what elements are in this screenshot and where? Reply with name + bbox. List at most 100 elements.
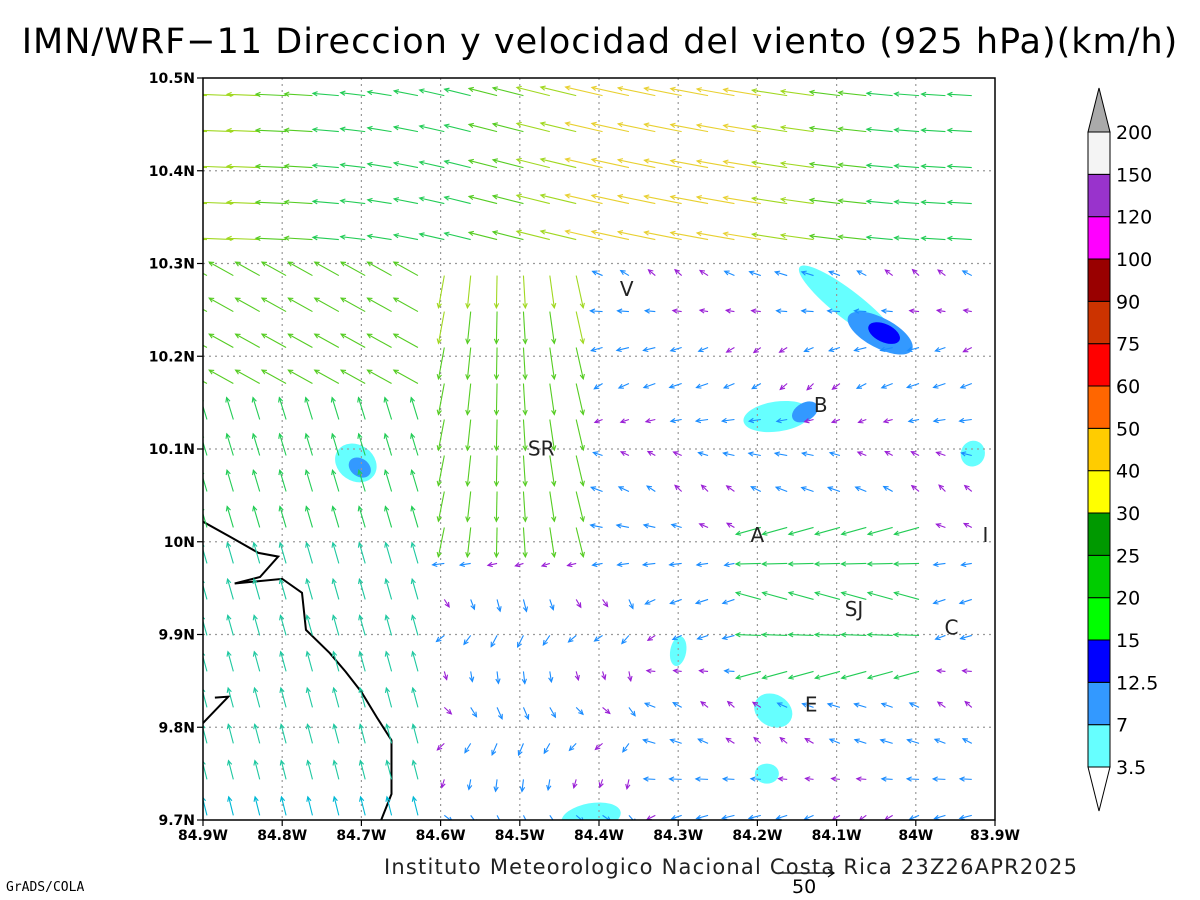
wind-arrow [465, 311, 472, 345]
wind-arrow [514, 562, 524, 568]
wind-arrow [208, 369, 234, 384]
wind-arrow [564, 121, 603, 133]
wind-arrow [486, 561, 498, 568]
wind-arrow [779, 383, 788, 391]
wind-arrow [392, 333, 419, 349]
wind-arrow [892, 632, 920, 638]
wind-arrow [747, 814, 761, 820]
wind-arrow [837, 126, 867, 133]
wind-arrow [358, 614, 366, 636]
wind-arrow [591, 561, 603, 568]
wind-arrow [804, 776, 814, 782]
wind-arrow [549, 455, 557, 487]
wind-arrow [260, 261, 287, 277]
wind-arrow [615, 346, 630, 353]
place-labels: V B SR A I SJ C E [528, 277, 989, 717]
wind-arrow [465, 347, 472, 381]
wind-arrow [669, 417, 682, 424]
wind-arrow [254, 91, 287, 98]
wind-arrow [279, 759, 287, 780]
speed-contour [791, 401, 818, 423]
wind-arrow [392, 161, 419, 169]
wind-arrow [226, 686, 234, 708]
place-label-v: V [620, 277, 634, 301]
wind-arrow [384, 577, 393, 600]
wind-arrow [418, 160, 445, 169]
wind-arrow [642, 738, 656, 744]
wind-arrow [339, 234, 366, 241]
wind-arrow [787, 591, 814, 600]
wind-arrow [411, 686, 419, 708]
wind-arrow [946, 91, 972, 98]
colorbar-label: 50 [1116, 418, 1140, 440]
wind-arrow [879, 738, 893, 744]
wind-arrow [840, 591, 867, 600]
wind-arrow [619, 269, 630, 277]
wind-arrow [668, 776, 682, 782]
wind-arrow [339, 261, 366, 277]
wind-arrow [392, 125, 419, 133]
wind-arrow [619, 418, 630, 424]
wind-arrow [750, 232, 788, 241]
wind-arrow [385, 795, 393, 816]
lat-tick-label: 9.9N [158, 628, 195, 644]
chart-title: IMN/WRF−11 Direccion y velocidad del vie… [21, 22, 1179, 62]
wind-arrow [853, 308, 867, 314]
software-credit: GrADS/COLA [6, 880, 85, 895]
wind-arrow [753, 736, 762, 744]
colorbar-segment [1087, 427, 1111, 472]
wind-arrow [253, 795, 261, 816]
wind-arrow [304, 505, 313, 528]
wind-arrow [330, 432, 340, 456]
wind-arrow [467, 86, 498, 97]
colorbar-segment [1087, 385, 1111, 429]
wind-arrow [695, 382, 709, 389]
wind-arrow [643, 122, 682, 133]
wind-arrow [575, 491, 585, 523]
lon-tick-label: 84.8W [257, 828, 307, 844]
wind-arrow [721, 634, 735, 641]
wind-arrow [958, 814, 972, 820]
wind-arrow [366, 161, 392, 169]
wind-arrow [593, 634, 603, 642]
wind-arrow [305, 614, 313, 636]
wind-arrow [962, 522, 973, 528]
wind-arrow [698, 308, 709, 314]
wind-arrow [431, 561, 445, 568]
wind-arrow [226, 723, 234, 744]
wind-arrow [203, 202, 207, 205]
coastline [203, 520, 393, 820]
speed-contour [561, 802, 621, 820]
wind-arrow [734, 632, 761, 638]
wind-arrow [800, 270, 814, 277]
wind-arrow [865, 198, 893, 205]
wind-arrow [946, 235, 972, 242]
wind-arrow [865, 162, 893, 169]
wind-arrow [287, 369, 313, 384]
wind-arrow [515, 85, 550, 97]
wind-arrow [751, 383, 762, 390]
colorbar-label: 15 [1116, 630, 1140, 652]
wind-arrow [837, 162, 867, 169]
place-label-a: A [751, 523, 765, 547]
wind-arrow [493, 419, 500, 452]
place-label-i: I [983, 523, 989, 547]
wind-arrow [203, 200, 234, 205]
wind-arrow [311, 199, 339, 205]
wind-arrow [436, 275, 445, 310]
wind-arrow [602, 814, 611, 820]
wind-arrow [616, 194, 656, 205]
wind-arrow [357, 505, 366, 528]
wind-arrow [866, 526, 893, 536]
wind-arrow [933, 814, 946, 820]
wind-arrow [801, 451, 814, 457]
wind-arrow [616, 158, 656, 169]
wind-arrow [910, 484, 920, 492]
speed-contour [754, 693, 793, 728]
footer-credit: Instituto Meteorologico Nacional Costa R… [384, 855, 1079, 879]
wind-arrow [616, 86, 656, 97]
place-label-e: E [805, 692, 818, 716]
wind-arrow [548, 671, 554, 684]
wind-arrow [837, 90, 867, 97]
wind-arrow [234, 261, 260, 277]
